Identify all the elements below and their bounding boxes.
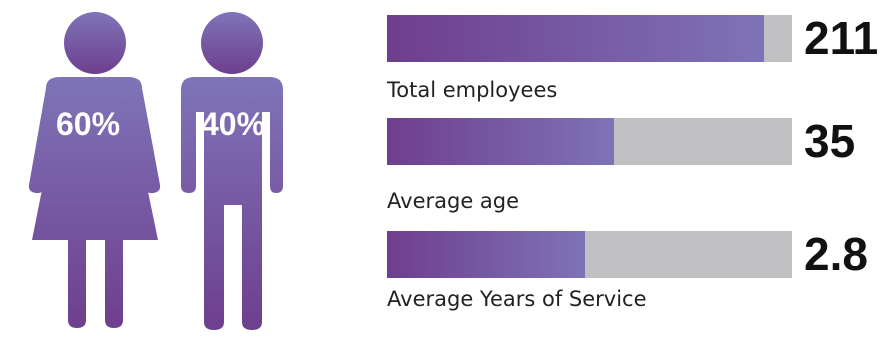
average-years-service-label: Average Years of Service <box>387 287 647 311</box>
average-years-service-bar-fill <box>387 231 586 278</box>
female-figure-icon: 60% <box>28 12 161 328</box>
total-employees-bar <box>387 15 792 62</box>
average-age-bar-fill <box>387 118 614 165</box>
average-age-bar <box>387 118 792 165</box>
total-employees-label: Total employees <box>387 78 558 102</box>
male-figure-icon: 40% <box>181 12 283 330</box>
total-employees-bar-fill <box>387 15 764 62</box>
average-years-service-value: 2.8 <box>804 228 868 280</box>
average-age-value: 35 <box>804 115 856 167</box>
male-percent-label: 40% <box>201 106 265 142</box>
average-age-label: Average age <box>387 189 520 213</box>
average-years-service-bar <box>387 231 792 278</box>
female-percent-label: 60% <box>56 106 120 142</box>
total-employees-value: 211 <box>804 12 879 64</box>
